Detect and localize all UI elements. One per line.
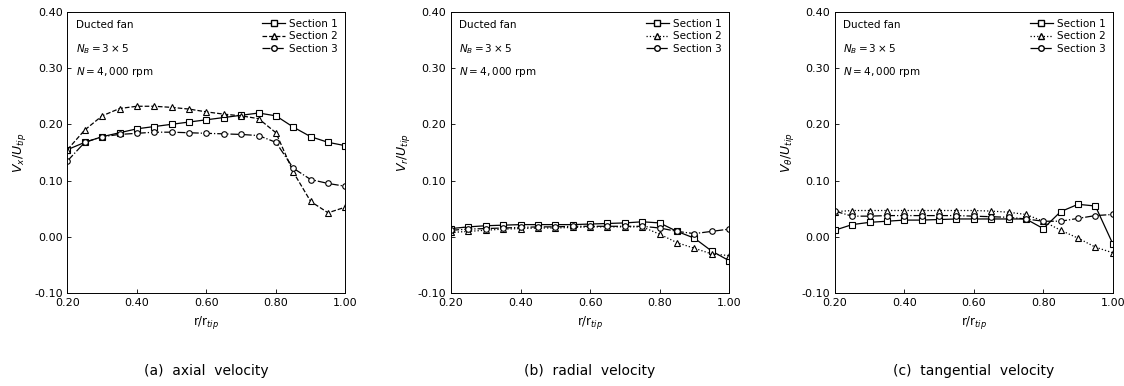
Y-axis label: $V_\theta/U_{tip}$: $V_\theta/U_{tip}$ xyxy=(779,132,796,173)
Text: $N_B = 3 \times 5$: $N_B = 3 \times 5$ xyxy=(75,42,128,56)
Text: $N = 4,000$ rpm: $N = 4,000$ rpm xyxy=(75,65,153,79)
Text: Ducted fan: Ducted fan xyxy=(460,20,517,30)
Text: $N = 4,000$ rpm: $N = 4,000$ rpm xyxy=(460,65,537,79)
Y-axis label: $V_x/U_{tip}$: $V_x/U_{tip}$ xyxy=(11,132,28,173)
Legend: Section 1, Section 2, Section 3: Section 1, Section 2, Section 3 xyxy=(642,15,726,58)
X-axis label: r/r$_{tip}$: r/r$_{tip}$ xyxy=(577,314,604,331)
Text: (a)  axial  velocity: (a) axial velocity xyxy=(144,364,269,378)
Legend: Section 1, Section 2, Section 3: Section 1, Section 2, Section 3 xyxy=(1025,15,1109,58)
Text: (c)  tangential  velocity: (c) tangential velocity xyxy=(894,364,1054,378)
X-axis label: r/r$_{tip}$: r/r$_{tip}$ xyxy=(193,314,219,331)
Legend: Section 1, Section 2, Section 3: Section 1, Section 2, Section 3 xyxy=(259,15,343,58)
X-axis label: r/r$_{tip}$: r/r$_{tip}$ xyxy=(961,314,987,331)
Text: $N_B = 3 \times 5$: $N_B = 3 \times 5$ xyxy=(843,42,896,56)
Y-axis label: $V_r/U_{tip}$: $V_r/U_{tip}$ xyxy=(395,133,413,172)
Text: Ducted fan: Ducted fan xyxy=(75,20,134,30)
Text: $N_B = 3 \times 5$: $N_B = 3 \times 5$ xyxy=(460,42,513,56)
Text: Ducted fan: Ducted fan xyxy=(843,20,900,30)
Text: (b)  radial  velocity: (b) radial velocity xyxy=(525,364,655,378)
Text: $N = 4,000$ rpm: $N = 4,000$ rpm xyxy=(843,65,921,79)
